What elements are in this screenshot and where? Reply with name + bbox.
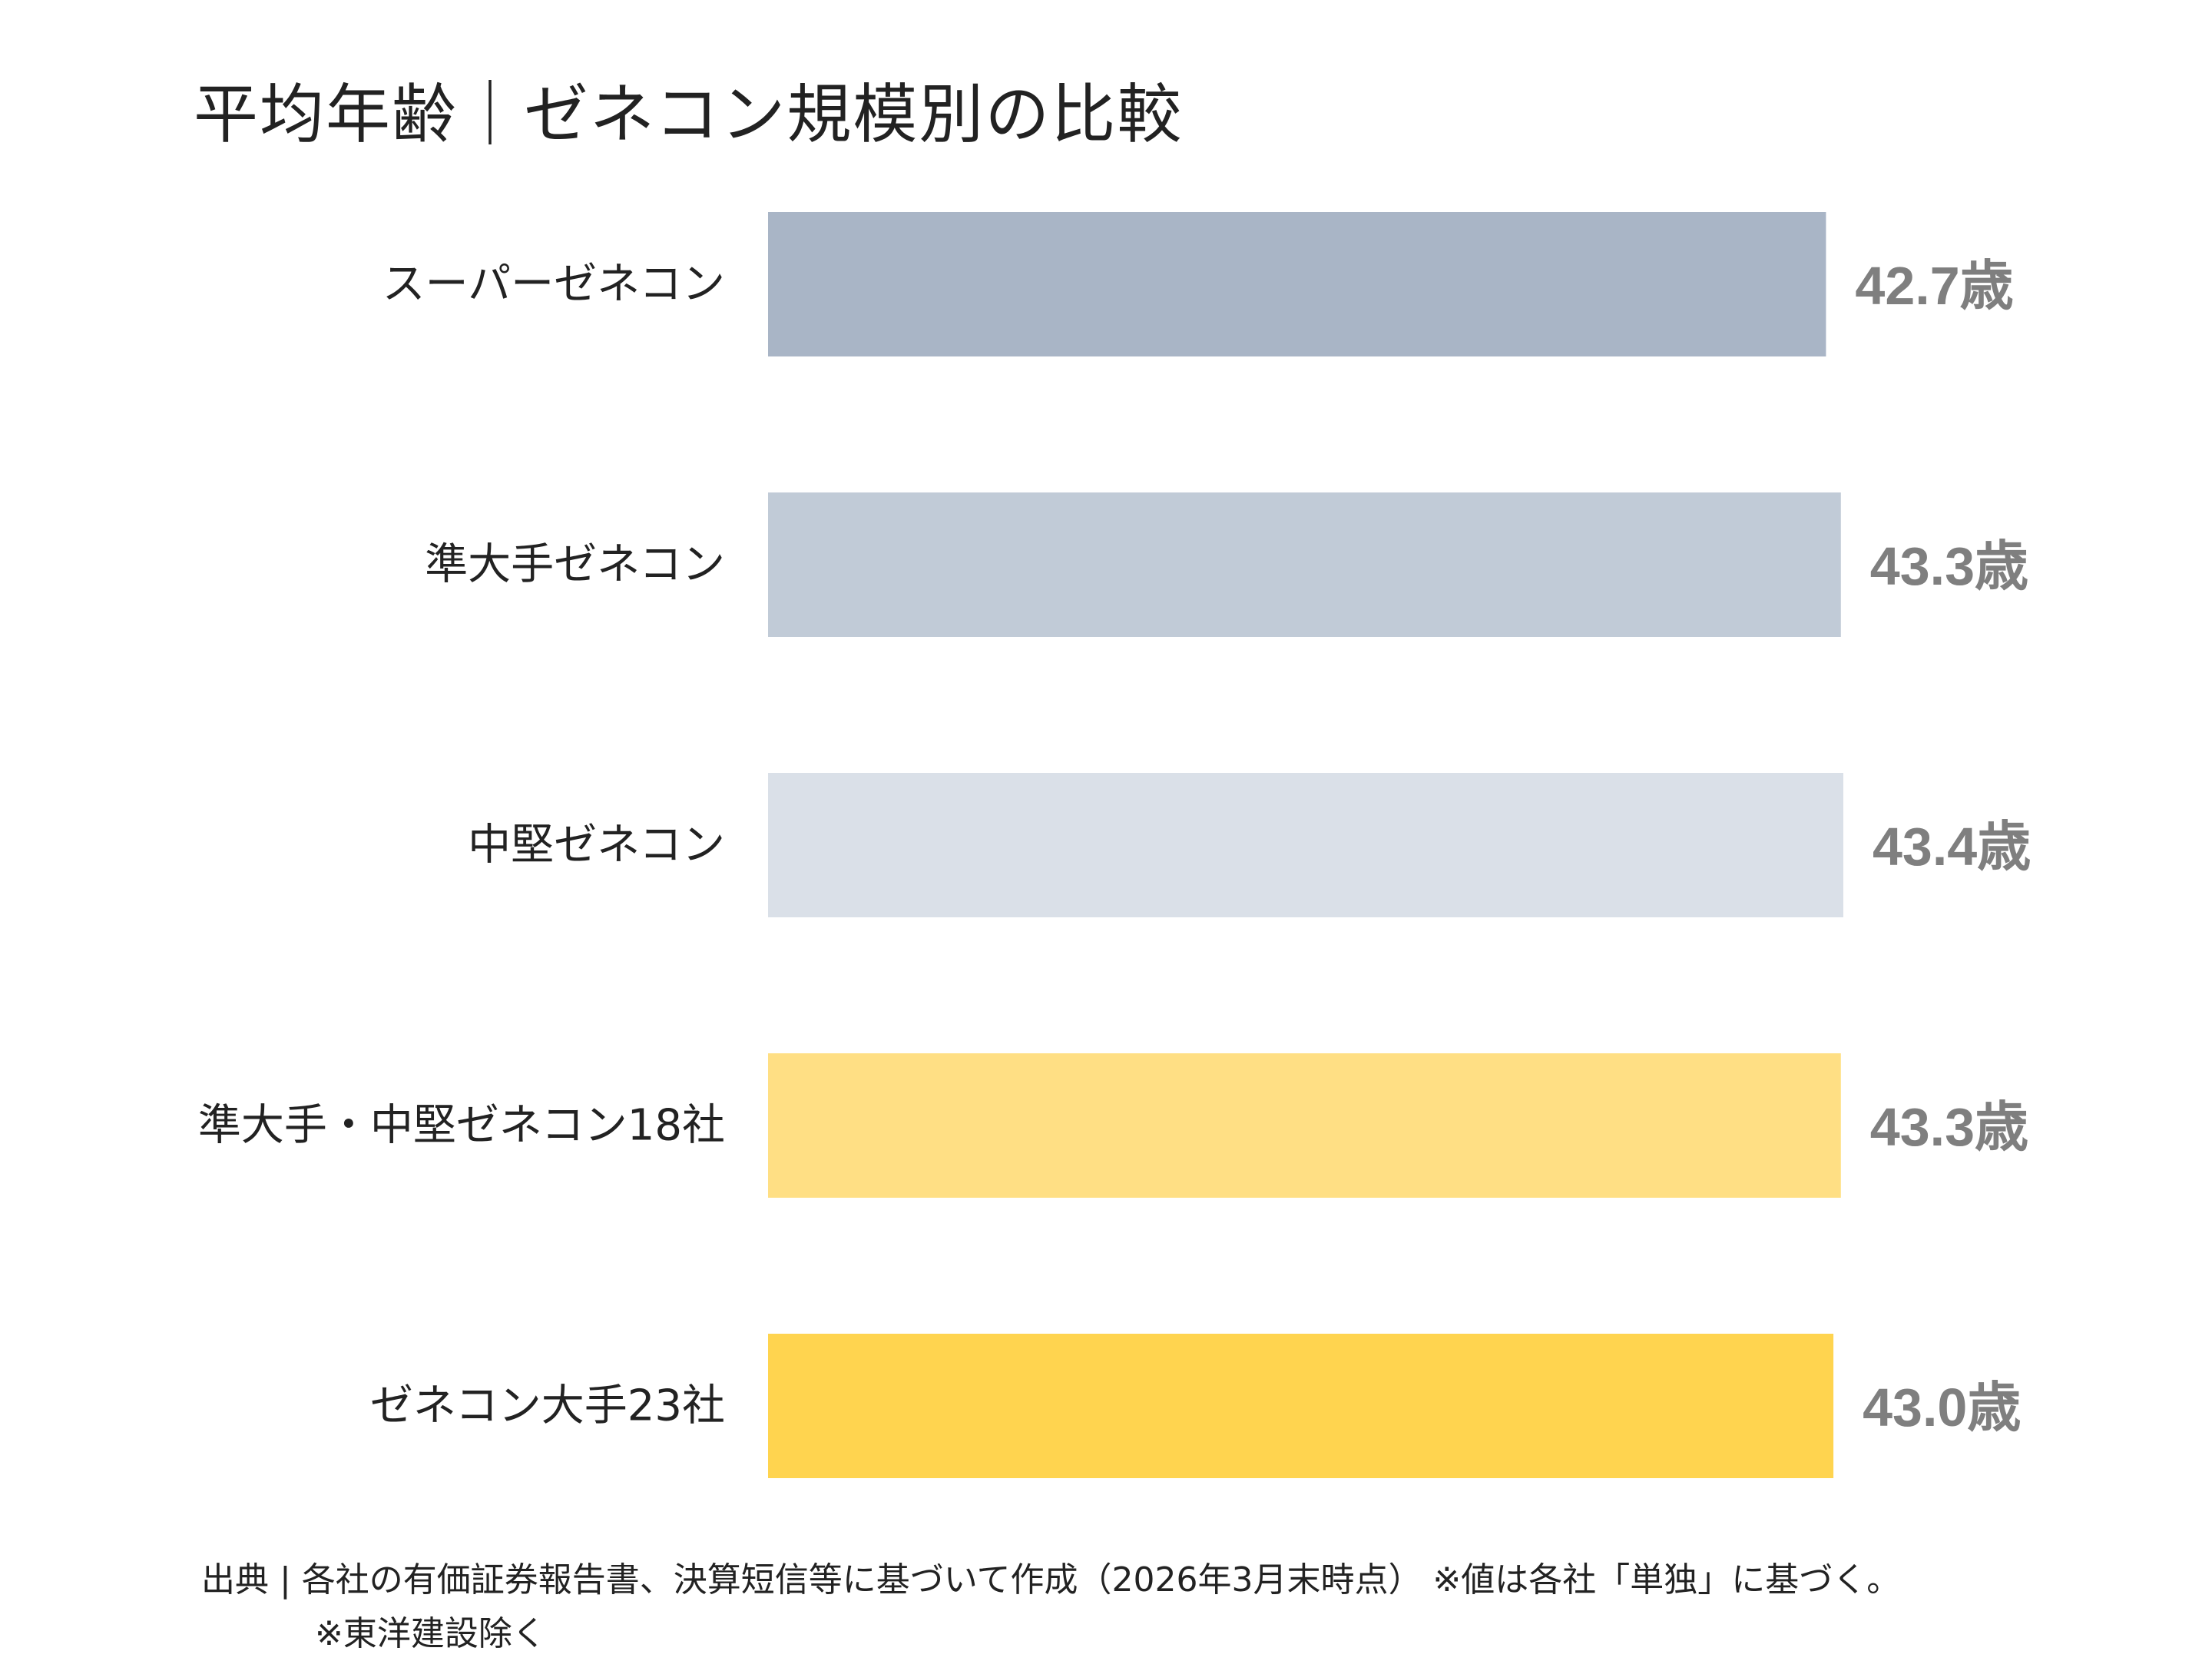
value-label-4: 43.3歳 (1870, 1097, 2028, 1157)
bar-4 (768, 1053, 1841, 1198)
category-label-2: 準大手ゼネコン (425, 540, 725, 590)
bar-3 (768, 773, 1843, 917)
category-label-5: ゼネコン大手23社 (370, 1381, 725, 1431)
value-label-5: 43.0歳 (1863, 1378, 2021, 1437)
chart-title: 平均年齢｜ゼネコン規模別の比較 (194, 77, 1184, 152)
bar-1 (768, 212, 1826, 356)
source-note: 出典 | 各社の有価証券報告書、決算短信等に基づいて作成（2026年3月末時点）… (201, 1553, 1900, 1661)
source-line-2: ※東洋建設除く (315, 1614, 546, 1653)
source-line-1: 出典 | 各社の有価証券報告書、決算短信等に基づいて作成（2026年3月末時点）… (201, 1560, 1901, 1600)
value-label-2: 43.3歳 (1870, 536, 2028, 596)
value-label-3: 43.4歳 (1873, 817, 2031, 877)
bar-2 (768, 492, 1841, 637)
value-label-1: 42.7歳 (1855, 256, 2013, 316)
category-label-1: スーパーゼネコン (382, 260, 725, 310)
category-label-4: 準大手・中堅ゼネコン18社 (198, 1101, 725, 1151)
category-label-3: 中堅ゼネコン (468, 821, 725, 870)
bar-5 (768, 1334, 1834, 1478)
